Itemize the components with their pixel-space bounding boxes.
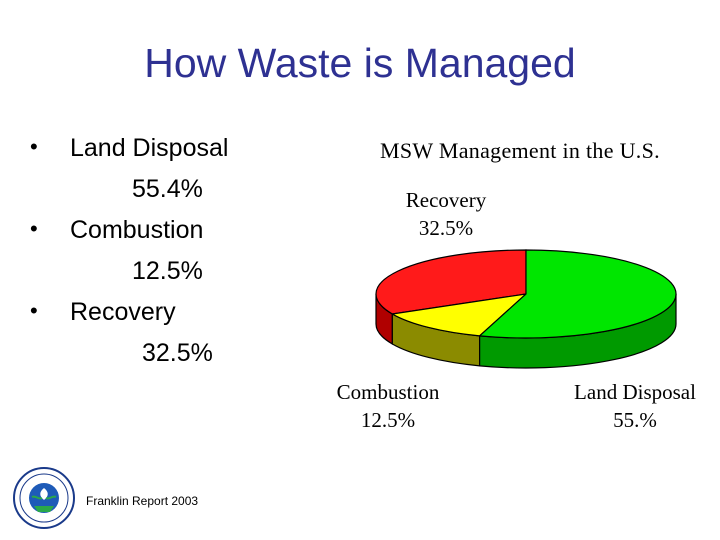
bullet-item-recovery: • Recovery 32.5% <box>30 294 330 376</box>
slice-label-name: Land Disposal <box>574 380 696 404</box>
bullet-value: 55.4% <box>132 175 203 203</box>
slice-label-value: 32.5% <box>418 216 474 240</box>
epa-seal-icon <box>13 467 75 529</box>
slice-label-name: Recovery <box>405 188 487 212</box>
slice-label-name: Combustion <box>336 380 440 404</box>
bullet-list: • Land Disposal 55.4% • Combustion 12.5%… <box>30 130 330 376</box>
bullet-item-combustion: • Combustion 12.5% <box>30 212 330 294</box>
bullet-value: 32.5% <box>142 339 213 367</box>
pie-slice-recovery <box>375 249 527 315</box>
chart-title: MSW Management in the U.S. <box>380 138 660 163</box>
pie-slice-land-disposal <box>478 249 677 339</box>
bullet-label: Combustion <box>70 216 204 244</box>
slide-title: How Waste is Managed <box>144 40 576 86</box>
bullet-label: Land Disposal <box>70 134 229 162</box>
bullet-dot-icon: • <box>30 134 38 159</box>
source-footer: Franklin Report 2003 <box>86 494 199 508</box>
bullet-value: 12.5% <box>132 257 203 285</box>
slice-label-combustion: Combustion 12.5% <box>318 378 458 434</box>
bullet-dot-icon: • <box>30 298 38 323</box>
slice-label-value: 55.% <box>613 408 657 432</box>
slice-label-value: 12.5% <box>360 408 416 432</box>
slice-label-recovery: Recovery 32.5% <box>386 186 506 242</box>
bullet-dot-icon: • <box>30 216 38 241</box>
pie-slice-combustion <box>390 293 528 337</box>
bullet-label: Recovery <box>70 298 176 326</box>
bullet-item-land-disposal: • Land Disposal 55.4% <box>30 130 330 212</box>
slice-label-land-disposal: Land Disposal 55.% <box>560 378 710 434</box>
pie-chart <box>375 249 677 369</box>
